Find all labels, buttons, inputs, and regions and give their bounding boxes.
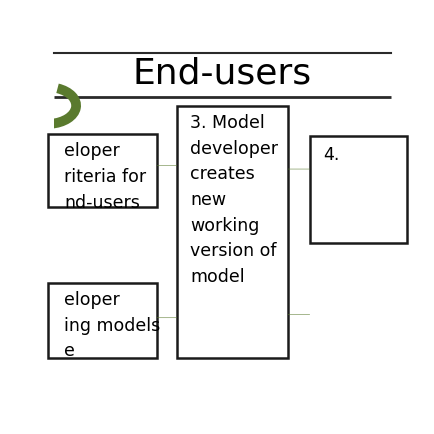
Text: 3. Model
developer
creates
new
working
version of
model: 3. Model developer creates new working v… (191, 114, 279, 286)
Text: eloper
ing models
e: eloper ing models e (64, 291, 161, 360)
Text: 4.: 4. (323, 146, 340, 164)
Bar (47, 283, 157, 358)
Bar (177, 105, 288, 358)
Text: eloper
riteria for
nd-users: eloper riteria for nd-users (64, 142, 146, 212)
Text: End-users: End-users (133, 57, 312, 91)
Bar (310, 135, 408, 243)
Bar (47, 134, 157, 207)
